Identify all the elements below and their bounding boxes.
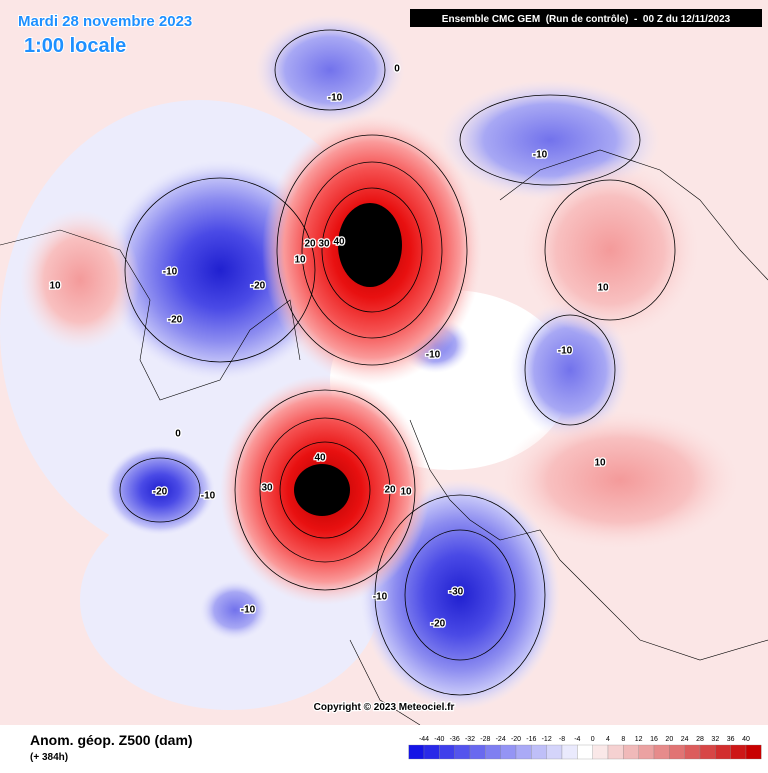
colorbar-swatch: [577, 744, 593, 760]
contour-label: -10: [241, 605, 256, 616]
contour-label: -20: [431, 619, 446, 630]
colorbar-label: 16: [650, 736, 658, 743]
contour-label: 10: [597, 283, 609, 294]
colorbar-swatch: [408, 744, 425, 760]
copyright: Copyright © 2023 Meteociel.fr: [314, 702, 455, 713]
colorbar-swatch: [730, 744, 747, 760]
colorbar-label: -36: [450, 736, 460, 743]
coastlines: [0, 149, 768, 726]
colorbar-label: 32: [711, 736, 719, 743]
colorbar-swatch: [531, 744, 547, 760]
contour-label: 0: [175, 429, 181, 440]
colorbar-label: -28: [480, 736, 490, 743]
contour-label: -20: [153, 487, 168, 498]
contour-label: 10: [49, 281, 61, 292]
colorbar-label: -44: [419, 736, 429, 743]
contour-label: -10: [201, 491, 216, 502]
contour-label: 10: [400, 487, 412, 498]
colorbar-label: -24: [496, 736, 506, 743]
anomaly-area: [20, 210, 140, 350]
colorbar-label: -8: [559, 736, 565, 743]
colorbar-swatch: [546, 744, 563, 760]
colorbar-label: -4: [574, 736, 580, 743]
colorbar-swatch: [439, 744, 455, 760]
anomaly-area: [255, 15, 405, 125]
colorbar-label: -20: [511, 736, 521, 743]
colorbar-label: -40: [434, 736, 444, 743]
colorbar-label: 12: [635, 736, 643, 743]
colorbar-swatch: [561, 744, 578, 760]
anomaly-core: [338, 203, 402, 287]
contour-label: 20: [384, 485, 396, 496]
contour-label: -10: [328, 93, 343, 104]
colorbar-label: 0: [591, 736, 595, 743]
colorbar-swatch: [715, 744, 731, 760]
contours: [119, 29, 676, 696]
colorbar-swatch: [623, 744, 639, 760]
colorbar-swatch: [684, 744, 701, 760]
colorbar-swatch: [500, 744, 517, 760]
anomaly-area: [200, 580, 270, 640]
colorbar-label: 36: [727, 736, 735, 743]
model-box: [410, 9, 762, 27]
anomaly-area: [520, 160, 700, 340]
colorbar-swatch: [653, 744, 670, 760]
colorbar-label: 8: [621, 736, 625, 743]
contour-label: 20: [304, 239, 316, 250]
colorbar-swatch: [423, 744, 440, 760]
date: Mardi 28 novembre 2023: [18, 13, 192, 30]
contour-label: 40: [333, 237, 345, 248]
contour-label: -10: [533, 150, 548, 161]
colorbar-label: 24: [681, 736, 689, 743]
colorbar-swatch: [638, 744, 655, 760]
colorbar-swatch: [607, 744, 624, 760]
anomaly-area: [500, 410, 740, 550]
contour-label: 40: [314, 453, 326, 464]
contour-label: 10: [594, 458, 606, 469]
colorbar-swatch: [669, 744, 685, 760]
contour-label: -10: [373, 592, 388, 603]
colorbar-swatch: [454, 744, 471, 760]
colorbar-swatch: [515, 744, 532, 760]
contour-label: -10: [558, 346, 573, 357]
contour-label: -10: [163, 267, 178, 278]
contour-label: 10: [294, 255, 306, 266]
contour-label: 0: [394, 64, 400, 75]
lead-time: (+ 384h): [30, 752, 68, 763]
colorbar-swatch: [699, 744, 716, 760]
colorbar-label: 40: [742, 736, 750, 743]
colorbar-label: 4: [606, 736, 610, 743]
contour-label: -20: [168, 315, 183, 326]
contour-label: -10: [426, 350, 441, 361]
contour-label: 30: [318, 239, 330, 250]
colorbar-label: -32: [465, 736, 475, 743]
colorbar-label: 20: [665, 736, 673, 743]
colorbar-swatch: [469, 744, 486, 760]
colorbar-label: 28: [696, 736, 704, 743]
colorbar-swatch: [485, 744, 501, 760]
colorbar-swatch: [592, 744, 609, 760]
anomaly-core: [294, 464, 350, 516]
colorbar-label: -12: [542, 736, 552, 743]
colorbar-label: -16: [526, 736, 536, 743]
colorbar-swatch: [745, 744, 762, 760]
contour-label: -30: [449, 587, 464, 598]
contour-label: -20: [251, 281, 266, 292]
anomaly-area: [105, 445, 215, 535]
contour-label: 30: [261, 483, 273, 494]
model-run: Ensemble CMC GEM (Run de contrôle) - 00 …: [442, 14, 731, 25]
field-name: Anom. géop. Z500 (dam): [30, 732, 193, 748]
local-time: 1:00 locale: [24, 35, 126, 57]
